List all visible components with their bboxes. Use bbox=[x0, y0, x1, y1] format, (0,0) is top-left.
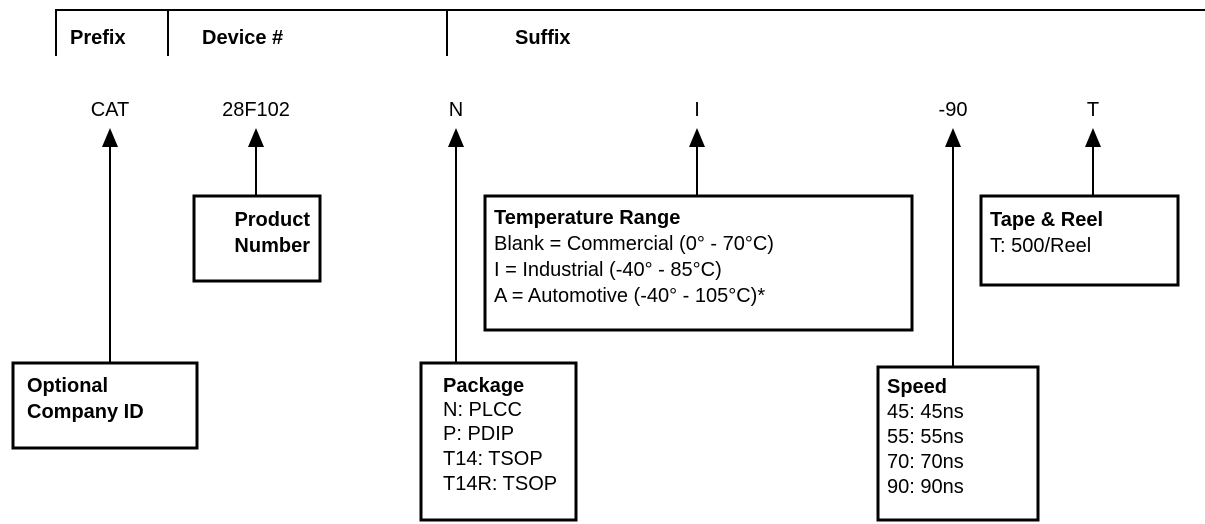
box-title: Temperature Range bbox=[494, 207, 680, 229]
code-tape: T bbox=[1087, 99, 1099, 121]
header-prefix: Prefix bbox=[70, 27, 126, 49]
box-line: 45: 45ns bbox=[887, 401, 964, 423]
box-title: Company ID bbox=[27, 401, 144, 423]
arrows bbox=[102, 128, 1101, 366]
header-suffix: Suffix bbox=[515, 27, 571, 49]
box-title: Number bbox=[234, 235, 310, 257]
code-prefix: CAT bbox=[91, 99, 130, 121]
code-package: N bbox=[449, 99, 463, 121]
box-product bbox=[192, 194, 322, 283]
box-line: P: PDIP bbox=[443, 423, 514, 445]
box-tape bbox=[979, 194, 1180, 287]
box-line: 55: 55ns bbox=[887, 426, 964, 448]
box-title: Product bbox=[234, 209, 310, 231]
box-line: A = Automotive (-40° - 105°C)* bbox=[494, 285, 765, 307]
box-line: T14: TSOP bbox=[443, 448, 543, 470]
header-rule bbox=[55, 9, 1205, 56]
box-speed bbox=[876, 365, 1040, 522]
code-temperature: I bbox=[694, 99, 700, 121]
box-package bbox=[419, 361, 578, 522]
box-temperature bbox=[483, 194, 914, 332]
box-title: Package bbox=[443, 375, 524, 397]
box-line: T14R: TSOP bbox=[443, 473, 557, 495]
box-line: I = Industrial (-40° - 85°C) bbox=[494, 259, 722, 281]
code-device: 28F102 bbox=[222, 99, 290, 121]
box-company bbox=[11, 361, 199, 450]
header-device: Device # bbox=[202, 27, 283, 49]
box-title: Tape & Reel bbox=[990, 209, 1103, 231]
code-speed: -90 bbox=[939, 99, 968, 121]
box-title: Speed bbox=[887, 376, 947, 398]
box-line: 70: 70ns bbox=[887, 451, 964, 473]
box-line: Blank = Commercial (0° - 70°C) bbox=[494, 233, 774, 255]
box-line: N: PLCC bbox=[443, 399, 522, 421]
box-line: 90: 90ns bbox=[887, 476, 964, 498]
box-line: T: 500/Reel bbox=[990, 235, 1091, 257]
box-title: Optional bbox=[27, 375, 108, 397]
